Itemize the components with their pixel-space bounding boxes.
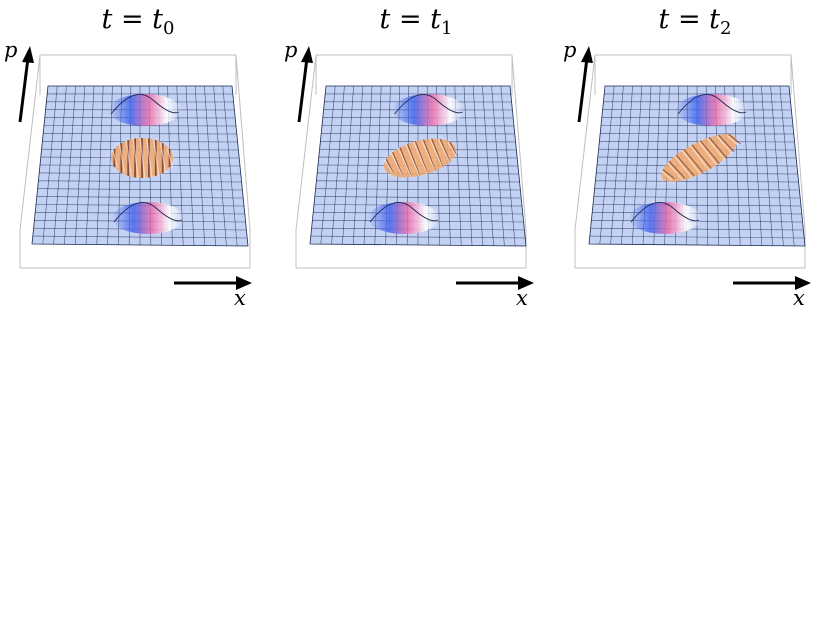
bounding-box: [295, 54, 527, 269]
upper-side-packet: [109, 94, 181, 126]
lower-side-packet: [629, 202, 701, 234]
upper-side-packet: [392, 94, 465, 126]
lower-side-packet: [112, 202, 184, 234]
panel-1: t = t1 p x: [278, 0, 554, 320]
x-axis-arrow: [456, 276, 534, 290]
central-interference-packet: [374, 135, 466, 181]
x-axis-arrow: [733, 276, 811, 290]
x-axis-arrow: [174, 276, 252, 290]
phase-space-plot: [18, 46, 252, 290]
panel-title: t = t1: [278, 4, 554, 39]
central-interference-packet: [101, 136, 183, 180]
panel-title-subscript: 0: [163, 18, 175, 39]
x-axis-label: x: [793, 286, 805, 310]
panel-title: t = t0: [0, 4, 276, 39]
x-axis-label: x: [234, 286, 246, 310]
panel-title: t = t2: [557, 4, 830, 39]
phase-space-plot: [295, 46, 534, 290]
panel-title-var: t = t: [379, 4, 442, 35]
p-axis-label: p: [4, 38, 18, 62]
panel-0: t = t0 p x: [0, 0, 276, 320]
p-axis-arrow: [18, 46, 34, 123]
p-axis-arrow: [297, 46, 313, 123]
p-axis-label: p: [284, 38, 298, 62]
panel-title-var: t = t: [101, 4, 164, 35]
p-axis-label: p: [563, 38, 577, 62]
upper-side-packet: [676, 94, 748, 126]
phase-space-plot: [574, 46, 811, 290]
panel-title-var: t = t: [658, 4, 721, 35]
p-axis-arrow: [577, 46, 593, 123]
panel-title-subscript: 1: [441, 18, 453, 39]
lower-side-packet: [368, 202, 440, 234]
bounding-box: [19, 54, 251, 269]
panel-title-subscript: 2: [720, 18, 732, 39]
panel-2: t = t2 p x: [557, 0, 830, 320]
bounding-box: [574, 54, 806, 269]
x-axis-label: x: [516, 286, 528, 310]
central-interference-packet: [652, 129, 746, 187]
